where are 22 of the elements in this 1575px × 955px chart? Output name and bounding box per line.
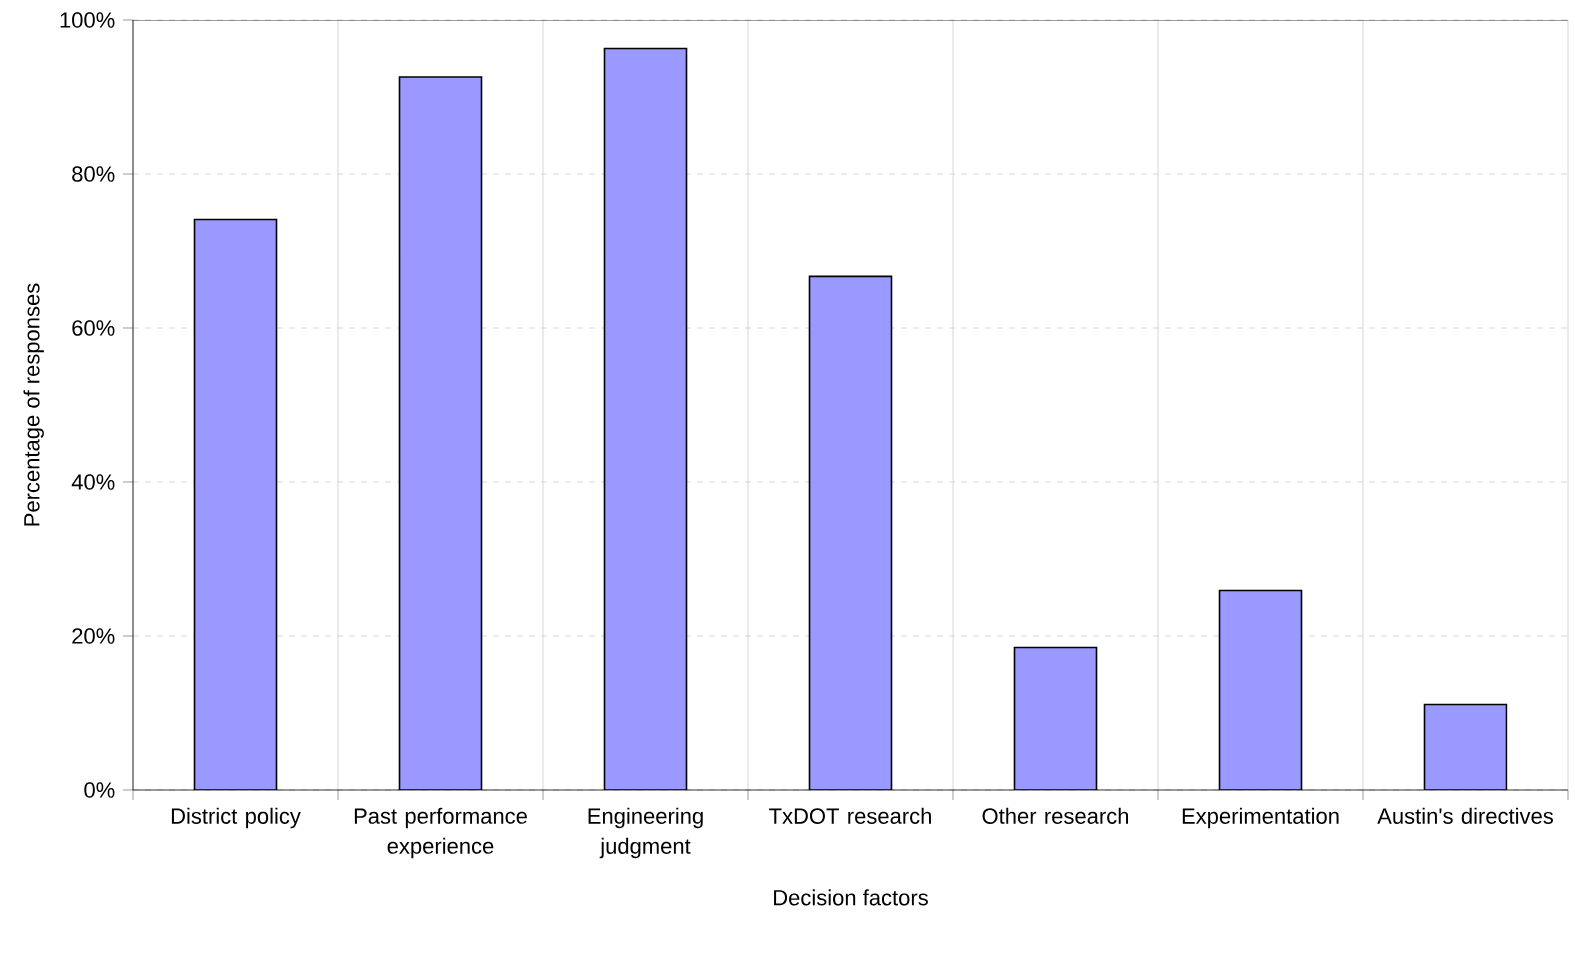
y-tick-label: 0% bbox=[84, 782, 115, 798]
y-tick-label: 100% bbox=[60, 12, 115, 28]
y-tick-label: 80% bbox=[72, 166, 115, 182]
bar bbox=[193, 218, 278, 790]
y-tick-label: 20% bbox=[72, 628, 115, 644]
y-tick-label: 40% bbox=[71, 474, 115, 490]
bar bbox=[1423, 703, 1508, 790]
x-tick-label: Past performance experience bbox=[354, 807, 527, 859]
x-tick-label: Other research bbox=[982, 807, 1129, 824]
x-axis-title: Decision factors bbox=[774, 889, 928, 906]
x-tick-label: Austin's directives bbox=[1377, 807, 1553, 824]
bar bbox=[808, 275, 893, 790]
bar bbox=[1218, 589, 1303, 790]
y-axis-title: Percentage of responses bbox=[23, 283, 44, 526]
bar bbox=[398, 76, 483, 790]
bar bbox=[1013, 646, 1098, 790]
x-tick-label: TxDOT research bbox=[769, 807, 931, 824]
x-tick-label: Engineering judgment bbox=[588, 807, 703, 859]
bar bbox=[603, 47, 688, 790]
y-tick-label: 60% bbox=[72, 320, 115, 336]
x-tick-label: District policy bbox=[171, 807, 301, 829]
x-tick-label: Experimentation bbox=[1182, 807, 1339, 829]
